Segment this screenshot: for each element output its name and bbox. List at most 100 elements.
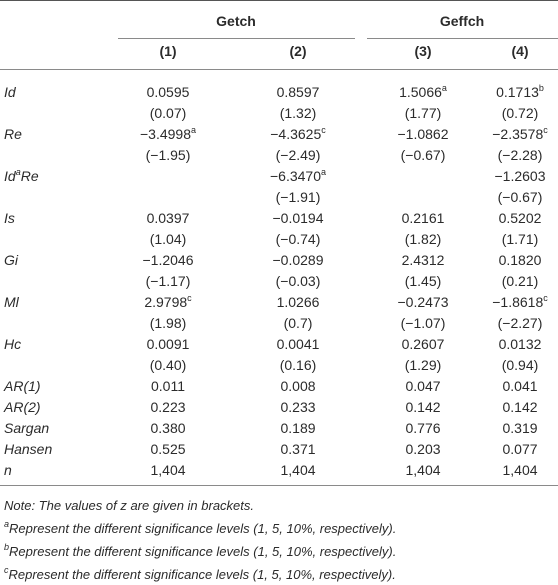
- row-label: Is: [4, 208, 15, 228]
- coefficient-text: 0.8597: [276, 84, 320, 100]
- coefficient: 0.2161: [402, 208, 445, 228]
- coefficient: 0.0091: [147, 334, 190, 354]
- coefficient: 0.1713b: [496, 82, 544, 102]
- row-label-text: AR(1): [4, 378, 41, 394]
- z-value: (−2.28): [497, 147, 543, 163]
- coefficient: 1,404: [405, 460, 440, 480]
- coefficient: 1,404: [150, 460, 185, 480]
- z-value: (0.72): [501, 105, 539, 121]
- footnote: aRepresent the different significance le…: [4, 519, 396, 539]
- row-label: IdaRe: [4, 166, 39, 186]
- coefficient-text: 2.4312: [401, 252, 445, 268]
- column-header: (2): [289, 43, 307, 59]
- coefficient-sup: c: [321, 125, 326, 135]
- coefficient: 0.011: [151, 376, 185, 396]
- coefficient-text: 0.0091: [146, 336, 190, 352]
- coefficient-text: 1.0266: [276, 294, 320, 310]
- coefficient-text: 0.233: [280, 399, 316, 415]
- z-value: (−0.67): [497, 189, 543, 205]
- z-value: (1.77): [404, 105, 442, 121]
- coefficient-text: 0.041: [502, 378, 538, 394]
- coefficient: −4.3625c: [270, 124, 326, 144]
- coefficient-text: 1,404: [150, 462, 186, 478]
- coefficient-text: −1.2603: [494, 168, 546, 184]
- coefficient: 1.0266: [277, 292, 320, 312]
- z-value: (1.71): [501, 231, 539, 247]
- row-label: Gi: [4, 250, 18, 270]
- coefficient-text: 0.1713: [496, 84, 539, 100]
- coefficient-text: −3.4998: [139, 126, 191, 142]
- coefficient-text: 0.2161: [401, 210, 445, 226]
- bottom-rule: [0, 485, 558, 486]
- coefficient-text: 0.142: [502, 399, 538, 415]
- row-label-text: Is: [4, 210, 15, 226]
- z-value: (1.04): [149, 231, 187, 247]
- coefficient-text: −4.3625: [270, 126, 322, 142]
- z-value: (−0.03): [275, 273, 321, 289]
- coefficient-text: 0.008: [280, 378, 316, 394]
- coefficient-sup: c: [187, 293, 192, 303]
- footnote-mark: c: [4, 565, 9, 575]
- row-label-text: Ml: [4, 294, 19, 310]
- coefficient: −0.0194: [273, 208, 324, 228]
- group-header: Geffch: [439, 13, 485, 29]
- note: Note: The values of z are given in brack…: [4, 498, 255, 513]
- coefficient: 0.203: [405, 439, 440, 459]
- coefficient-text: 0.776: [405, 420, 441, 436]
- row-label-after: Re: [20, 168, 39, 184]
- z-value: (−1.07): [400, 315, 446, 331]
- z-value: (−1.95): [145, 147, 191, 163]
- coefficient: 0.8597: [277, 82, 320, 102]
- footnote-text: Represent the different significance lev…: [9, 521, 397, 536]
- row-label-text: Id: [4, 168, 16, 184]
- row-label: Re: [4, 124, 22, 144]
- coefficient: 0.008: [280, 376, 315, 396]
- coefficient: 0.0595: [147, 82, 190, 102]
- column-header: (1): [159, 43, 177, 59]
- coefficient-text: 0.525: [150, 441, 186, 457]
- row-label-sup: a: [15, 167, 21, 177]
- footnote: bRepresent the different significance le…: [4, 542, 396, 562]
- coefficient: 0.233: [280, 397, 315, 417]
- coefficient-sup: c: [543, 125, 548, 135]
- row-label: Hansen: [4, 439, 52, 459]
- coefficient: 0.776: [405, 418, 440, 438]
- coefficient-text: 0.047: [405, 378, 441, 394]
- coefficient: −3.4998a: [140, 124, 196, 144]
- z-value: (1.82): [404, 231, 442, 247]
- coefficient-text: −6.3470: [269, 168, 321, 184]
- coefficient-sup: a: [441, 83, 447, 93]
- z-value: (−1.91): [275, 189, 321, 205]
- coefficient: 0.223: [150, 397, 185, 417]
- coefficient: 0.5202: [499, 208, 542, 228]
- coefficient: 0.047: [405, 376, 440, 396]
- z-value: (1.29): [404, 357, 442, 373]
- coefficient: 0.319: [502, 418, 537, 438]
- row-label-text: Hansen: [4, 441, 53, 457]
- coefficient: 0.142: [405, 397, 440, 417]
- group-rule: [118, 38, 355, 39]
- coefficient: 0.380: [150, 418, 185, 438]
- row-label: n: [4, 460, 12, 480]
- footnote-text: Represent the different significance lev…: [8, 567, 396, 582]
- coefficient: −1.2046: [143, 250, 194, 270]
- coefficient-text: 0.1820: [498, 252, 542, 268]
- footnote-mark: a: [4, 519, 10, 529]
- row-label: Id: [4, 82, 16, 102]
- row-label: Hc: [4, 334, 21, 354]
- coefficient: 1,404: [280, 460, 315, 480]
- z-value: (1.98): [149, 315, 187, 331]
- coefficient-text: 0.142: [405, 399, 441, 415]
- coefficient-text: −1.0862: [397, 126, 449, 142]
- z-value: (1.45): [404, 273, 442, 289]
- row-label: Sargan: [4, 418, 49, 438]
- coefficient-text: 0.5202: [498, 210, 542, 226]
- row-label-text: Id: [4, 84, 16, 100]
- coefficient: 0.142: [502, 397, 537, 417]
- coefficient: 1.5066a: [399, 82, 447, 102]
- row-label: AR(1): [4, 376, 41, 396]
- row-label-text: AR(2): [4, 399, 41, 415]
- coefficient-text: −0.0194: [272, 210, 324, 226]
- coefficient: 0.0041: [277, 334, 320, 354]
